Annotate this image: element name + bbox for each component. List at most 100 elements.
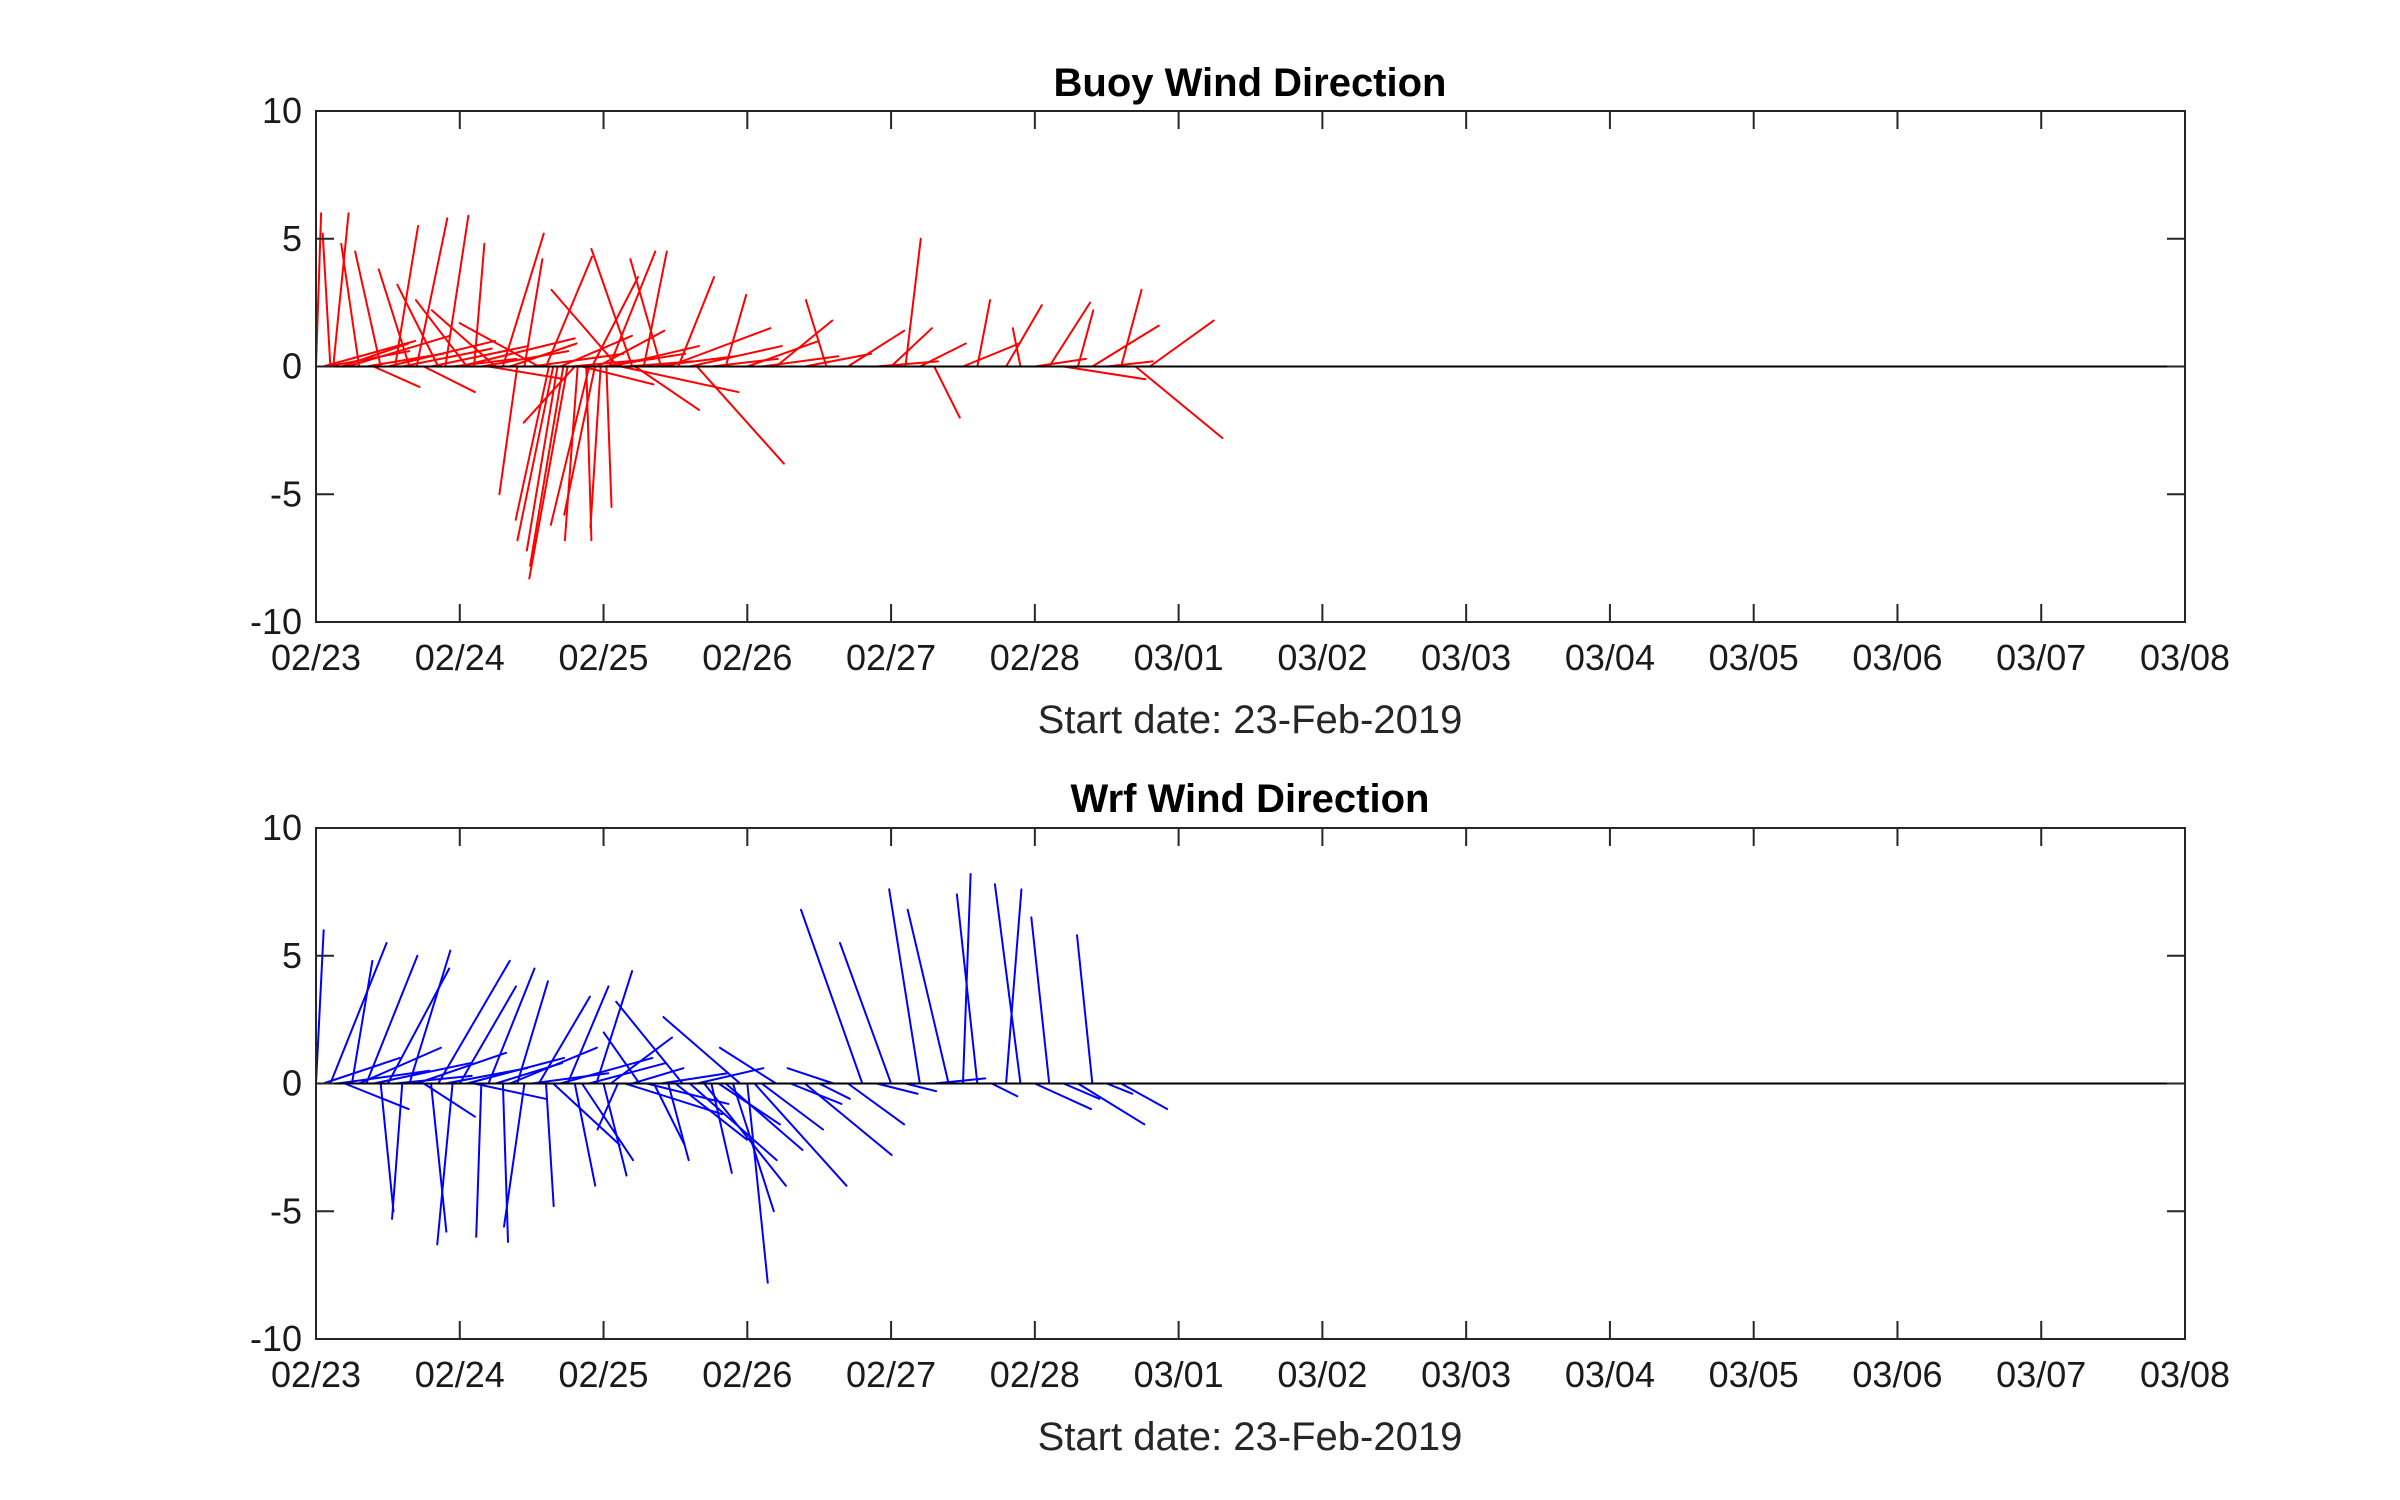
feather-vector (846, 1082, 906, 1126)
feather-vector (595, 970, 634, 1085)
feather-vector (609, 1036, 674, 1085)
x-tick-label: 02/28 (990, 637, 1080, 678)
feather-vector (746, 1082, 769, 1284)
y-tick-label: 10 (262, 807, 302, 848)
feather-vector (961, 342, 1021, 368)
feather-vector (590, 247, 634, 368)
x-tick-label: 03/03 (1421, 637, 1511, 678)
buoy-chart-panel: 10 5 0 -5 -10 02/23 02/24 02/25 02/26 02/27 02/28… (250, 61, 2230, 742)
feather-vector (522, 365, 576, 424)
feather-vector (846, 329, 906, 368)
feather-vector (667, 1082, 690, 1162)
x-tick-label: 02/27 (846, 1354, 936, 1395)
x-tick-label: 03/06 (1852, 1354, 1942, 1395)
x-tick-label: 03/04 (1565, 637, 1655, 678)
feather-vector (803, 352, 873, 368)
feather-vector (688, 1082, 778, 1162)
feather-vector (473, 1082, 547, 1100)
x-tick-label: 03/08 (2140, 1354, 2230, 1395)
feather-vector (634, 365, 701, 411)
feather-vector (1030, 916, 1051, 1085)
feather-vector (746, 339, 820, 368)
feather-vector (1148, 319, 1215, 368)
y-tick-label: 5 (282, 935, 302, 976)
feather-vector (1005, 888, 1023, 1085)
feather-vector (379, 1082, 395, 1213)
feather-vector (580, 1082, 635, 1162)
feather-vector (343, 1082, 410, 1111)
feather-vector (437, 959, 511, 1085)
feather-lines (315, 872, 1169, 1284)
feather-vector (465, 1056, 566, 1085)
x-tick-label: 02/24 (415, 1354, 505, 1395)
feather-vector (509, 1046, 598, 1085)
feather-vector (1048, 301, 1092, 368)
feather-vector (414, 299, 468, 368)
feather-vector (652, 355, 737, 368)
feather-vector (528, 365, 569, 580)
feather-vector (904, 1082, 938, 1093)
feather-vector (458, 985, 517, 1085)
feather-vector (775, 319, 834, 368)
feather-vector (332, 212, 350, 368)
feather-vector (436, 1082, 454, 1246)
x-tick-label: 03/05 (1709, 1354, 1799, 1395)
feather-vector (760, 1082, 825, 1131)
feather-vector (358, 1046, 442, 1085)
feather-vector (326, 350, 411, 368)
feather-vector (800, 908, 864, 1085)
x-tick-label: 02/24 (415, 637, 505, 678)
feather-vector (444, 214, 470, 368)
feather-vector (1105, 1082, 1134, 1095)
feather-vector (674, 1082, 748, 1141)
x-tick-label: 03/06 (1852, 637, 1942, 678)
feather-vector (753, 1082, 848, 1187)
feather-vector (394, 224, 420, 368)
feather-vector (875, 1082, 919, 1095)
feather-vector (549, 365, 591, 526)
feather-vector (329, 941, 388, 1085)
feather-vector (695, 365, 785, 465)
feather-vector (501, 232, 545, 368)
feather-vector (615, 1000, 684, 1085)
feather-vector (1120, 1082, 1169, 1111)
y-tick-label: 0 (282, 346, 302, 387)
wrf-chart-panel: 10 5 0 -5 -10 02/23 02/24 02/25 02/26 02/27 02/28… (250, 777, 2230, 1459)
feather-vector (415, 1051, 508, 1085)
x-tick-label: 02/27 (846, 637, 936, 678)
feather-vector (652, 1082, 686, 1146)
x-tick-label: 02/28 (990, 1354, 1080, 1395)
feather-vector (509, 342, 578, 368)
x-tick-label: 02/26 (702, 1354, 792, 1395)
feather-vector (559, 1056, 654, 1085)
feather-vector (933, 365, 961, 419)
feather-vector (724, 293, 748, 368)
feather-vector (804, 299, 828, 368)
feather-vector (589, 365, 602, 529)
feather-vector (514, 365, 550, 521)
y-tick-label: -10 (250, 1318, 302, 1359)
y-tick-label: -5 (270, 473, 302, 514)
feather-vector (888, 888, 921, 1085)
feather-vector (487, 365, 567, 381)
feather-vector (1005, 304, 1043, 368)
feather-vector (1033, 1082, 1093, 1111)
feather-vector (1011, 327, 1022, 368)
feather-vector (563, 365, 596, 516)
feather-vector (537, 995, 591, 1085)
feather-vector (430, 1082, 448, 1233)
feather-vector (642, 250, 668, 368)
feather-vector (529, 365, 565, 567)
feather-vector (394, 1074, 473, 1085)
feather-vector (803, 1082, 893, 1157)
feather-vector (545, 1082, 555, 1208)
y-axis-ticks: 10 5 0 -5 -10 (250, 807, 2185, 1359)
feather-lines (315, 212, 1224, 580)
feather-vector (976, 299, 992, 368)
feather-vector (918, 342, 967, 368)
feather-vector (591, 276, 640, 368)
feather-vector (563, 365, 579, 542)
feather-vector (629, 258, 663, 368)
y-tick-label: 10 (262, 90, 302, 131)
feather-vector (718, 1046, 778, 1085)
